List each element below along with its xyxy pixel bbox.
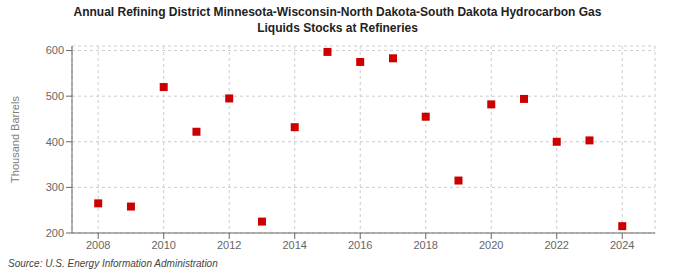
svg-text:2010: 2010 [151, 239, 175, 251]
svg-text:200: 200 [46, 227, 64, 239]
svg-text:600: 600 [46, 44, 64, 56]
html-text:Liquids Stocks at Refineries: Liquids Stocks at Refineries [257, 21, 418, 35]
html-text:Annual Refining District Minne: Annual Refining District Minnesota-Wisco… [73, 5, 602, 19]
svg-text:2020: 2020 [479, 239, 503, 251]
svg-text:400: 400 [46, 136, 64, 148]
svg-text:2018: 2018 [413, 239, 437, 251]
svg-text:2016: 2016 [348, 239, 372, 251]
svg-text:500: 500 [46, 90, 64, 102]
svg-text:2012: 2012 [217, 239, 241, 251]
svg-text:2022: 2022 [544, 239, 568, 251]
svg-text:2008: 2008 [86, 239, 110, 251]
svg-text:2014: 2014 [282, 239, 306, 251]
svg-text:2024: 2024 [610, 239, 634, 251]
svg-text:300: 300 [46, 181, 64, 193]
html-text:Source: U.S. Energy Informatio: Source: U.S. Energy Information Administ… [8, 258, 218, 269]
svg-text:Thousand Barrels: Thousand Barrels [9, 96, 21, 183]
